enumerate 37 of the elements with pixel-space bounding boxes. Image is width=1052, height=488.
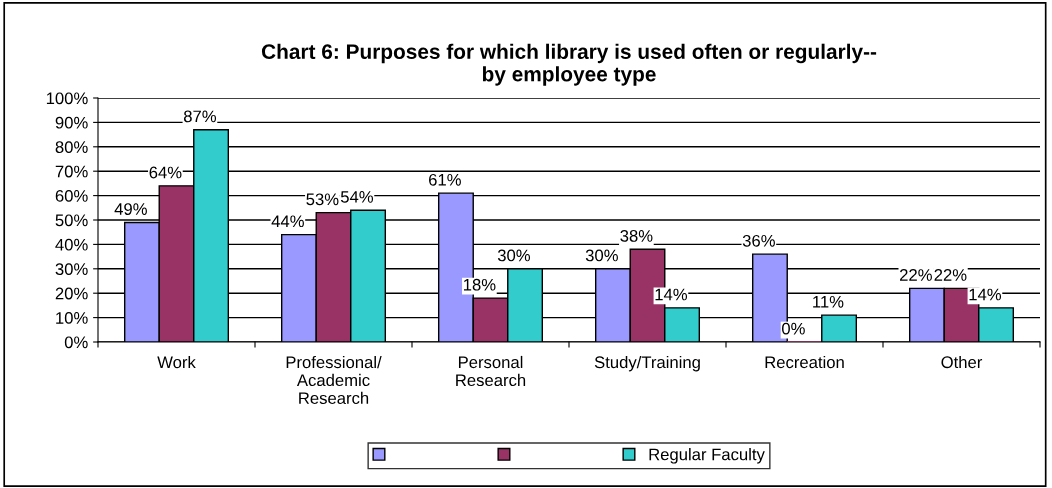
x-tick-label: Work xyxy=(157,355,196,369)
data-label: 22% xyxy=(934,269,967,281)
data-label: 14% xyxy=(655,288,688,301)
y-tick-label: 30% xyxy=(55,263,88,275)
data-label: 11% xyxy=(813,295,844,308)
data-label: 64% xyxy=(149,166,182,179)
y-tick-label: 50% xyxy=(55,214,88,227)
data-label: 14% xyxy=(969,288,1002,301)
data-label: 22% xyxy=(900,269,932,281)
y-tick-label: 40% xyxy=(55,238,88,251)
data-label: 54% xyxy=(340,191,374,203)
data-label: 44% xyxy=(271,215,304,228)
data-label: 49% xyxy=(114,203,147,215)
y-tick-label: 70% xyxy=(55,165,88,178)
y-tick-label: 20% xyxy=(55,287,88,300)
y-tick-label: 80% xyxy=(55,141,88,153)
x-tick-label: Other xyxy=(941,355,983,369)
legend-label: Regular Faculty xyxy=(649,448,765,464)
y-tick-label: 90% xyxy=(55,116,88,129)
data-label: 30% xyxy=(585,249,618,262)
data-label: 61% xyxy=(429,173,461,186)
data-label: 36% xyxy=(742,234,775,247)
x-tick-label: Study/Training xyxy=(594,355,700,372)
x-tick-label: Recreation xyxy=(765,355,844,369)
data-label: 38% xyxy=(620,230,653,242)
data-label: 0% xyxy=(782,322,805,335)
x-tick-label: Professional/ Academic Research xyxy=(286,355,382,405)
x-tick-label: Personal Research xyxy=(456,355,526,387)
y-tick-label: 0% xyxy=(64,336,88,349)
data-label: 18% xyxy=(463,278,496,291)
data-label: 87% xyxy=(183,110,217,123)
chart-title: Chart 6: Purposes for which library is used often or regularly-- by employee type xyxy=(261,43,877,86)
y-tick-label: 100% xyxy=(46,92,88,105)
y-tick-label: 10% xyxy=(56,312,88,324)
data-label: 30% xyxy=(497,249,531,262)
data-label: 53% xyxy=(306,193,339,206)
y-tick-label: 60% xyxy=(55,190,88,202)
